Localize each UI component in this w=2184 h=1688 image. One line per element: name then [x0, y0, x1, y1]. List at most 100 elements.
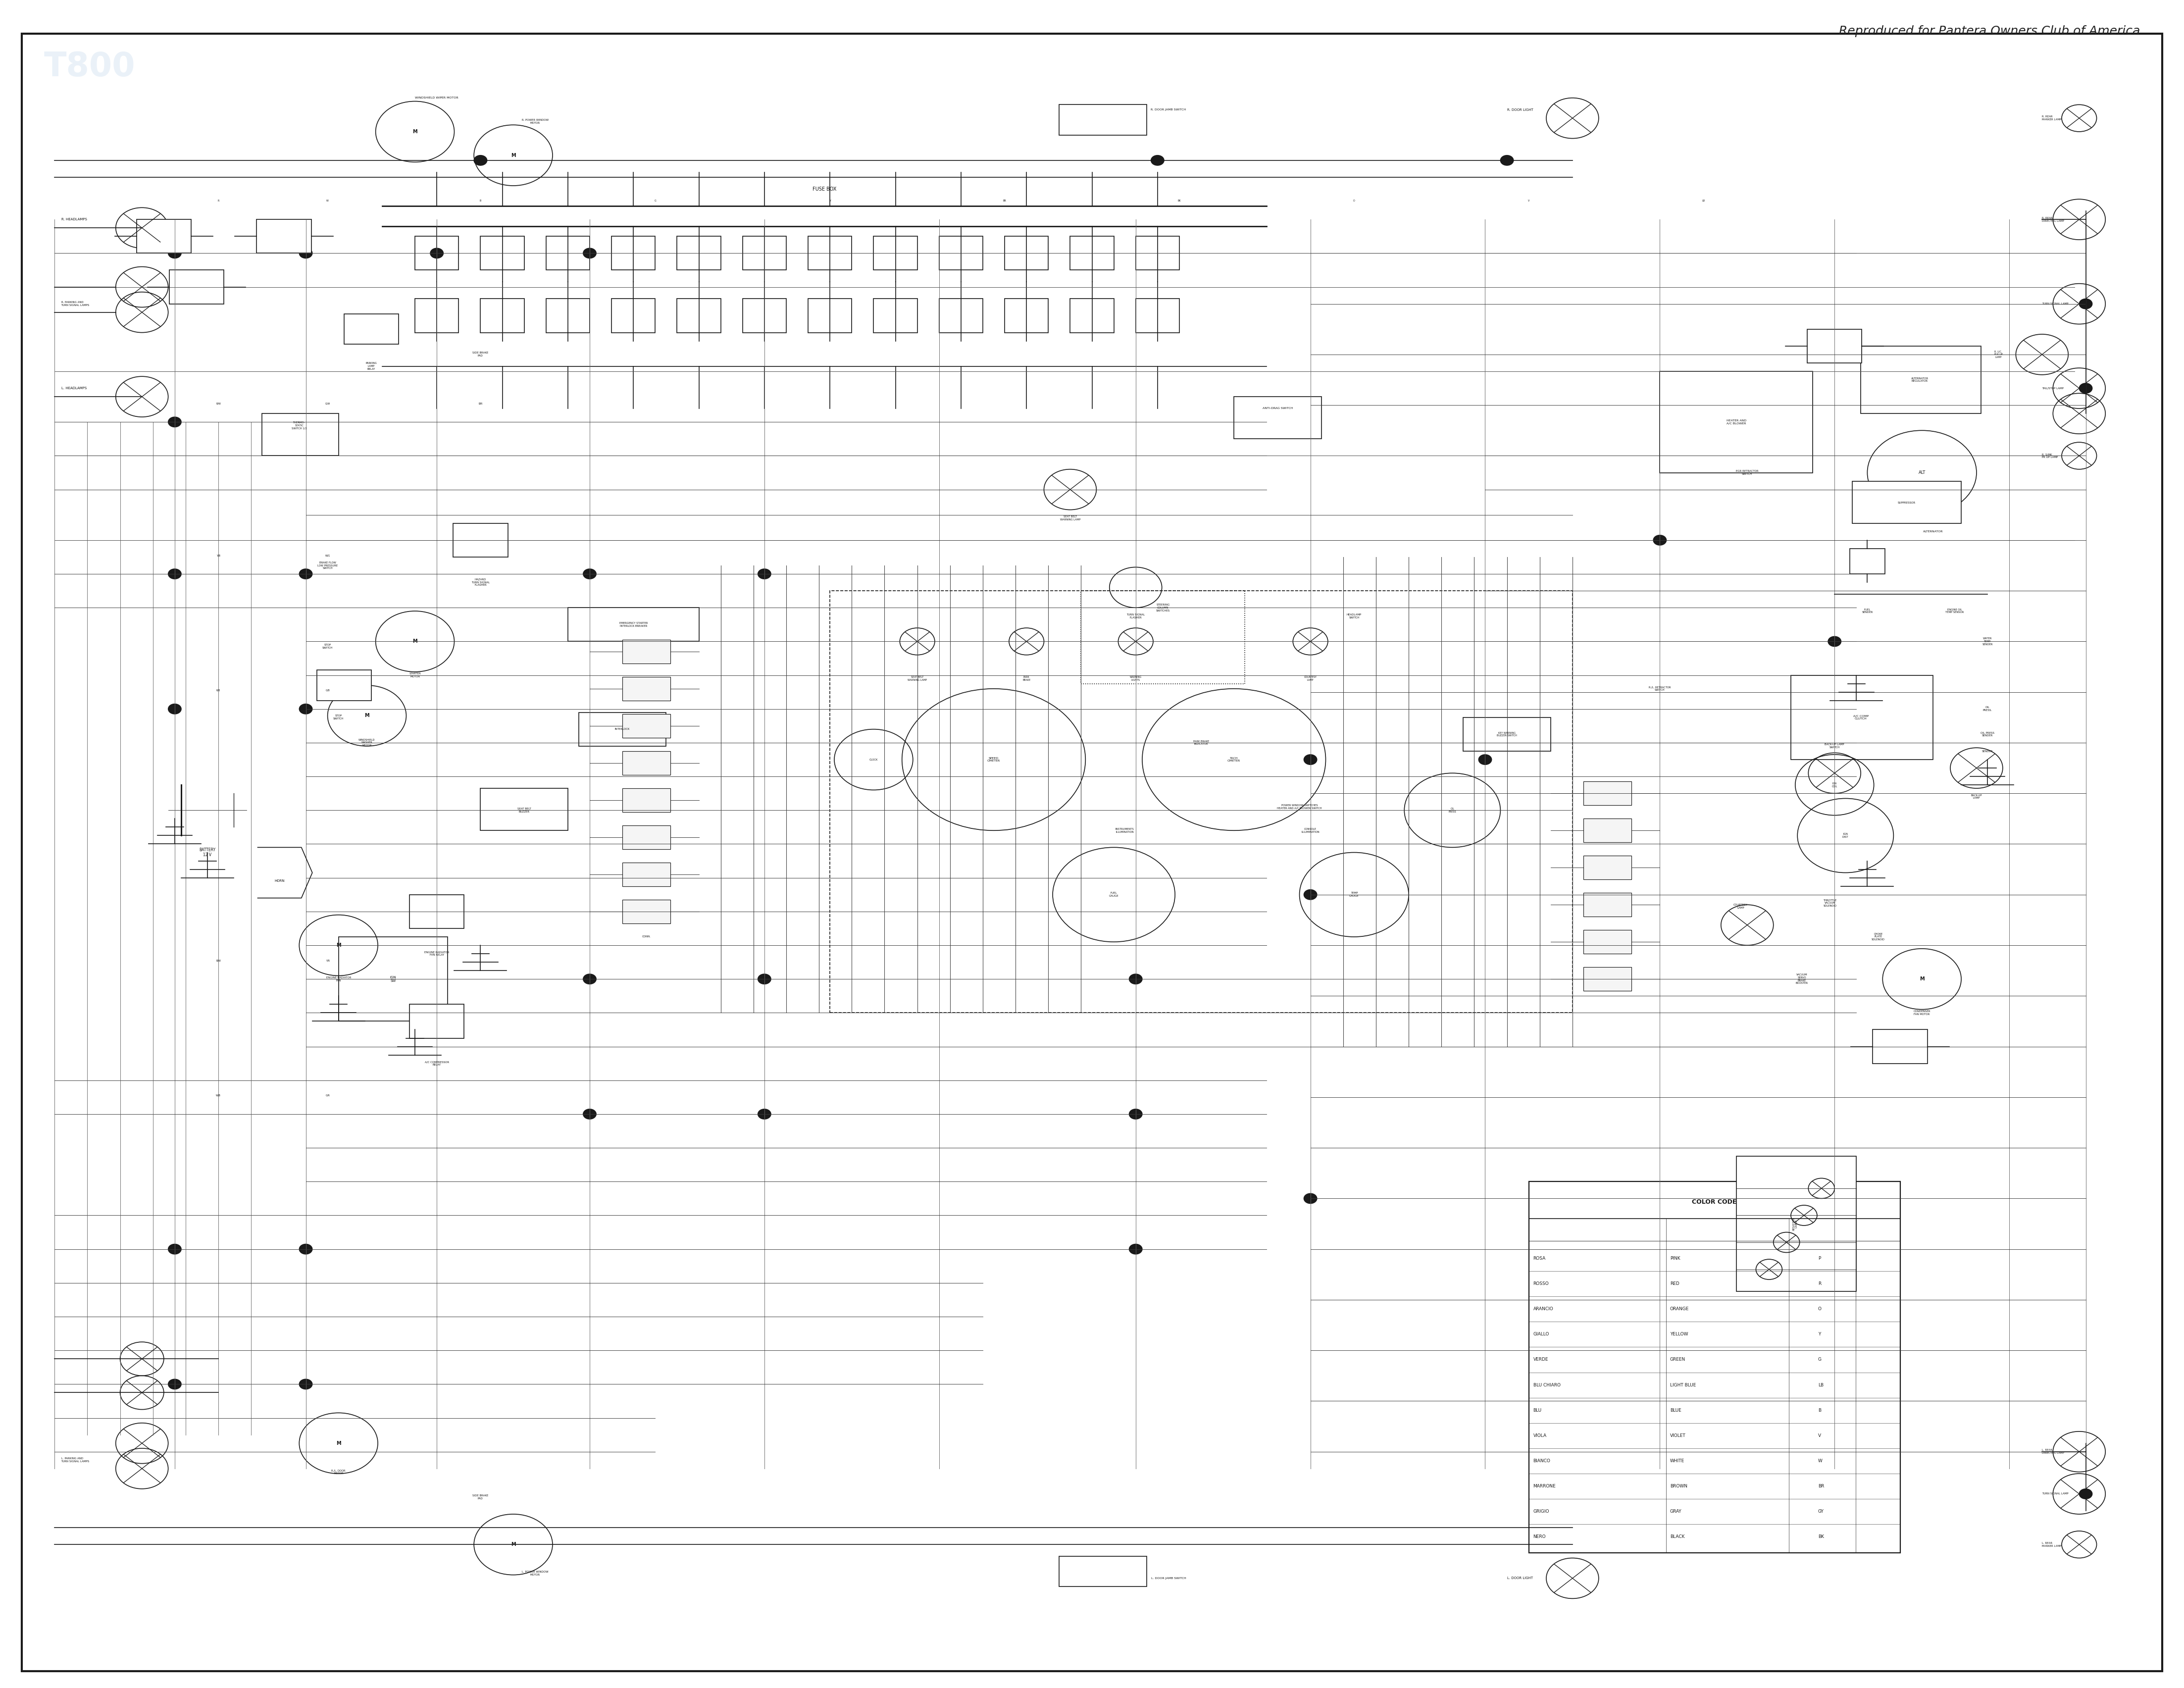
Text: VACUUM
SERVO
BRAKE
BOOSTER: VACUUM SERVO BRAKE BOOSTER — [1795, 974, 1808, 984]
Text: CONDENSER
FAN MOTOR: CONDENSER FAN MOTOR — [1913, 1009, 1931, 1016]
Text: RESISTOR
CABLE: RESISTOR CABLE — [1793, 1217, 1797, 1231]
Text: SUPPRESSOR: SUPPRESSOR — [1898, 501, 1915, 505]
Text: BR: BR — [1817, 1484, 1824, 1489]
Circle shape — [299, 248, 312, 258]
Text: TEMP
GAUGE: TEMP GAUGE — [1350, 891, 1358, 898]
Bar — [568, 608, 699, 641]
Bar — [1583, 782, 1631, 805]
Bar — [612, 299, 655, 333]
Text: T800: T800 — [44, 51, 135, 83]
Text: HEATER AND
A/C BLOWER: HEATER AND A/C BLOWER — [1725, 419, 1747, 425]
Text: R./L. RETRACTOR
SWITCH: R./L. RETRACTOR SWITCH — [1649, 685, 1671, 692]
Text: BACK-UP LAMP
SWITCH: BACK-UP LAMP SWITCH — [1826, 743, 1843, 749]
Text: TAIL/STOP LAMP: TAIL/STOP LAMP — [2042, 387, 2064, 390]
Text: GREEN: GREEN — [1671, 1357, 1686, 1362]
Bar — [622, 677, 670, 701]
Text: R./L. DOOR
MOTOR: R./L. DOOR MOTOR — [332, 1469, 345, 1475]
Text: COLOR CODE: COLOR CODE — [1693, 1198, 1736, 1205]
Bar — [1808, 329, 1861, 363]
Text: R. PARKING AND
TURN SIGNAL LAMPS: R. PARKING AND TURN SIGNAL LAMPS — [61, 300, 90, 307]
Text: L. POWER WINDOW
MOTOR: L. POWER WINDOW MOTOR — [522, 1570, 548, 1577]
Circle shape — [168, 1379, 181, 1389]
Bar — [262, 414, 339, 456]
Text: STOP
SWITCH: STOP SWITCH — [323, 643, 332, 650]
Text: SIDE BRAKE
PAD: SIDE BRAKE PAD — [472, 1494, 489, 1501]
Text: STOP
SWITCH: STOP SWITCH — [334, 714, 343, 721]
Bar — [830, 591, 1572, 1013]
Bar — [677, 299, 721, 333]
Circle shape — [583, 974, 596, 984]
Text: G/B: G/B — [325, 689, 330, 692]
Text: LIGHT BLUE: LIGHT BLUE — [1671, 1382, 1695, 1388]
Bar — [622, 640, 670, 663]
Text: IGN
SW: IGN SW — [391, 976, 395, 982]
Text: ALT: ALT — [1918, 471, 1926, 474]
Bar — [1529, 1182, 1900, 1553]
Text: W: W — [1817, 1458, 1821, 1463]
Circle shape — [2079, 1489, 2092, 1499]
Text: SPEED
OMETER: SPEED OMETER — [987, 756, 1000, 763]
Circle shape — [758, 1109, 771, 1119]
Text: M: M — [336, 1442, 341, 1445]
Text: G: G — [1817, 1357, 1821, 1362]
Bar — [411, 1004, 463, 1038]
Circle shape — [583, 1109, 596, 1119]
Text: ALTERNATOR
REGULATOR: ALTERNATOR REGULATOR — [1911, 376, 1928, 383]
Text: BK: BK — [1177, 199, 1182, 203]
Text: B/R: B/R — [478, 402, 483, 405]
Text: B/W: B/W — [216, 959, 221, 962]
Circle shape — [1129, 1109, 1142, 1119]
Bar — [1070, 299, 1114, 333]
Circle shape — [299, 704, 312, 714]
Text: KEY WARNING
BUZZER SWITCH: KEY WARNING BUZZER SWITCH — [1496, 731, 1518, 738]
Bar — [622, 900, 670, 923]
Text: VERDE: VERDE — [1533, 1357, 1548, 1362]
Text: Reproduced for Pantera Owners Club of America: Reproduced for Pantera Owners Club of Am… — [1839, 25, 2140, 37]
Text: WARNING
LIGHTS: WARNING LIGHTS — [1129, 675, 1142, 682]
Text: A/C COMP
CLUTCH: A/C COMP CLUTCH — [1852, 714, 1870, 721]
Circle shape — [168, 417, 181, 427]
Text: SEAT BELT
BUZZER: SEAT BELT BUZZER — [518, 807, 531, 814]
Text: W/B: W/B — [216, 1094, 221, 1097]
Bar — [808, 236, 852, 270]
Text: G/W: G/W — [325, 402, 330, 405]
Bar — [258, 219, 312, 253]
Bar — [622, 751, 670, 775]
Bar — [1234, 397, 1321, 439]
Text: L. PARKING AND
TURN SIGNAL LAMPS: L. PARKING AND TURN SIGNAL LAMPS — [61, 1457, 90, 1463]
Text: BRAKE FLOW
LOW PRESSURE
SWITCH: BRAKE FLOW LOW PRESSURE SWITCH — [317, 562, 339, 569]
Text: R. REAR
MARKER LAMP: R. REAR MARKER LAMP — [2042, 115, 2062, 122]
Bar — [743, 236, 786, 270]
Text: SENDER: SENDER — [1981, 749, 1994, 753]
Circle shape — [299, 1379, 312, 1389]
Bar — [1059, 105, 1147, 135]
Circle shape — [1304, 1193, 1317, 1204]
Text: HORN: HORN — [275, 879, 284, 883]
Circle shape — [168, 1244, 181, 1254]
Text: FUEL
GAUGE: FUEL GAUGE — [1109, 891, 1118, 898]
Text: WHITE: WHITE — [1671, 1458, 1684, 1463]
Bar — [874, 299, 917, 333]
Circle shape — [583, 248, 596, 258]
Text: R. REAR
DIRECTIAL LAMP: R. REAR DIRECTIAL LAMP — [2042, 216, 2064, 223]
Circle shape — [430, 248, 443, 258]
Text: BR: BR — [1002, 199, 1007, 203]
Text: M: M — [1920, 977, 1924, 981]
Bar — [622, 714, 670, 738]
Circle shape — [1828, 636, 1841, 647]
Bar — [622, 825, 670, 849]
Circle shape — [168, 704, 181, 714]
Bar — [1059, 1556, 1147, 1587]
Bar — [1583, 856, 1631, 879]
Bar — [677, 236, 721, 270]
Bar — [345, 314, 397, 344]
Text: CHOKE
PLATE
SOLENOID: CHOKE PLATE SOLENOID — [1872, 933, 1885, 940]
Circle shape — [299, 417, 312, 427]
Text: GRIGIO: GRIGIO — [1533, 1509, 1548, 1514]
Bar — [317, 670, 371, 701]
Text: WINDSHIELD WIPER MOTOR: WINDSHIELD WIPER MOTOR — [415, 96, 459, 100]
Bar — [1081, 591, 1245, 684]
Circle shape — [1304, 755, 1317, 765]
Bar — [1005, 299, 1048, 333]
Bar — [454, 523, 507, 557]
